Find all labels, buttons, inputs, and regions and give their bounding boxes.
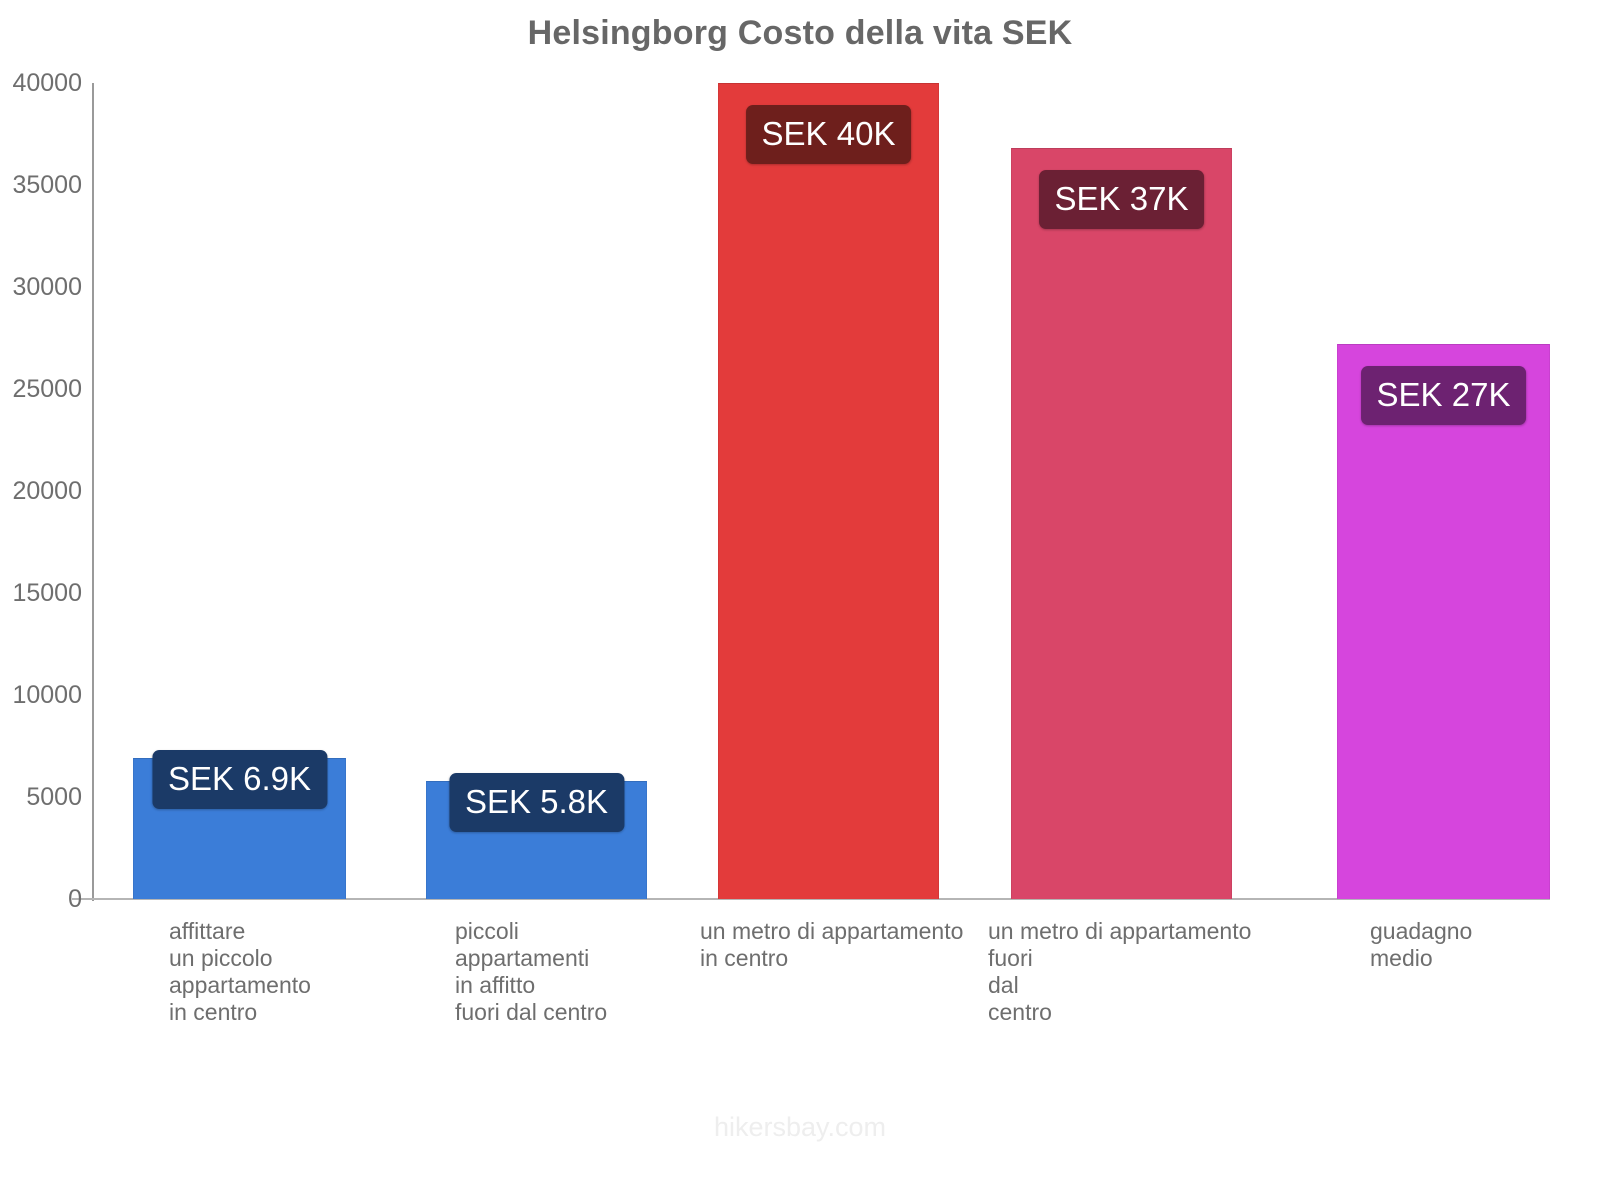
bar-value-label: SEK 5.8K: [448, 772, 625, 832]
x-axis-category-label: affittare un piccolo appartamento in cen…: [169, 918, 311, 1025]
plot-area: SEK 6.9K SEK 5.8K SEK 40K SEK 37K SEK 27K: [93, 83, 1550, 899]
y-axis-tick-label: 15000: [12, 579, 82, 607]
y-axis-tick-label: 10000: [12, 681, 82, 709]
y-axis-tick-label: 40000: [12, 69, 82, 97]
bar-value-label: SEK 37K: [1038, 170, 1205, 230]
x-axis-category-label: guadagno medio: [1370, 918, 1473, 971]
bar[interactable]: [1011, 148, 1232, 899]
y-axis-tick-label: 5000: [26, 783, 82, 811]
watermark-text: hikersbay.com: [713, 1112, 887, 1142]
bar-value-label: SEK 27K: [1360, 366, 1527, 426]
chart-title: Helsingborg Costo della vita SEK: [527, 14, 1073, 52]
y-axis-tick-label: 25000: [12, 375, 82, 403]
bar[interactable]: [718, 83, 939, 899]
y-axis-line: [92, 83, 94, 901]
x-axis-category-label: piccoli appartamenti in affitto fuori da…: [455, 918, 608, 1025]
bar-value-label: SEK 6.9K: [151, 750, 328, 810]
x-axis-category-label: un metro di appartamento fuori dal centr…: [988, 918, 1252, 1025]
y-axis-tick-label: 0: [68, 885, 82, 913]
x-axis-baseline: [72, 898, 1550, 900]
y-axis-tick-label: 30000: [12, 273, 82, 301]
x-axis-category-label: un metro di appartamento in centro: [700, 918, 964, 971]
bar-value-label: SEK 40K: [745, 105, 912, 164]
bar[interactable]: [1337, 344, 1550, 899]
y-axis-tick-label: 20000: [12, 477, 82, 505]
y-axis-tick-label: 35000: [12, 171, 82, 199]
